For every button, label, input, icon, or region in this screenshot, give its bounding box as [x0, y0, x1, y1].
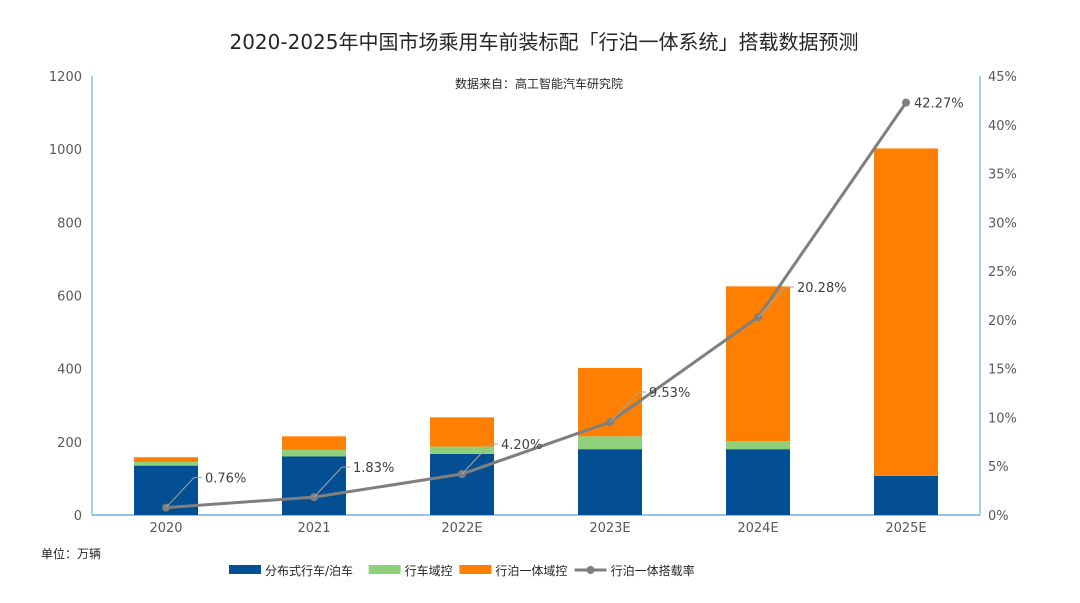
- bar-segment: [874, 475, 938, 515]
- legend-label: 行泊一体域控: [495, 564, 567, 578]
- legend-label: 行车域控: [405, 563, 453, 578]
- legend-label: 分布式行车/泊车: [265, 563, 353, 578]
- bar-segment: [282, 449, 346, 457]
- y-tick-label: 800: [57, 216, 82, 231]
- rate-data-label: 4.20%: [501, 438, 542, 453]
- legend-swatch: [459, 565, 492, 574]
- legend-swatch: [229, 565, 261, 574]
- chart-title: 2020-2025年中国市场乘用车前装标配「行泊一体系统」搭载数据预测: [229, 30, 858, 54]
- bar-segment: [430, 453, 494, 515]
- rate-line-path: [165, 101, 908, 510]
- x-tick-label: 2024E: [737, 521, 778, 536]
- y-tick-label: 600: [57, 290, 82, 305]
- y2-tick-label: 30%: [988, 216, 1017, 231]
- y2-tick-label: 25%: [988, 265, 1017, 280]
- data-labels: 0.76% 1.83% 4.20% 9.53% 20.28% 42.27%: [165, 97, 964, 508]
- rate-data-label: 42.27%: [914, 97, 964, 112]
- bar-segment: [134, 461, 198, 466]
- rate-data-label: 20.28%: [797, 281, 847, 296]
- rate-data-label: 1.83%: [353, 461, 394, 476]
- leader-line: [461, 443, 498, 475]
- y2-tick-label: 40%: [988, 119, 1017, 134]
- legend-swatch: [368, 565, 401, 574]
- x-tick-label: 2025E: [885, 521, 926, 536]
- bars: [134, 148, 938, 515]
- y-tick-label: 0: [74, 509, 82, 524]
- y2-tick-label: 10%: [988, 411, 1017, 426]
- x-tick-label: 2023E: [589, 521, 630, 536]
- rate-point: [902, 98, 910, 107]
- y2-tick-label: 35%: [988, 168, 1017, 183]
- y-tick-label: 1000: [49, 143, 82, 158]
- y2-tick-label: 0%: [988, 509, 1009, 524]
- y2-tick-label: 20%: [988, 314, 1017, 329]
- bar-segment: [578, 449, 642, 515]
- axes: 0 200 400 600 800 1000 1200 0% 5% 10% 15% 20% 25% 30%…: [49, 70, 1017, 536]
- bar-segment: [134, 457, 198, 462]
- x-tick-label: 2022E: [441, 521, 482, 536]
- y-tick-label: 1200: [49, 70, 82, 85]
- leader-line: [609, 391, 646, 423]
- leader-line: [165, 477, 202, 508]
- rate-data-label: 9.53%: [649, 386, 690, 401]
- bar-segment: [578, 367, 642, 437]
- bar-segment: [430, 446, 494, 454]
- bar-segment: [282, 456, 346, 515]
- chart-source: 数据来自：高工智能汽车研究院: [455, 76, 623, 91]
- bar-segment: [430, 417, 494, 447]
- x-tick-label: 2021: [297, 521, 330, 536]
- bar-segment: [726, 441, 790, 450]
- y2-tick-label: 15%: [988, 363, 1017, 378]
- legend-label: 行泊一体搭载率: [611, 563, 695, 578]
- bar-segment: [726, 286, 790, 442]
- legend: 分布式行车/泊车 行车域控 行泊一体域控 行泊一体搭载率: [229, 563, 695, 578]
- unit-label: 单位：万辆: [41, 546, 101, 561]
- bar-segment: [282, 436, 346, 450]
- leader-line: [757, 286, 794, 318]
- x-tick-label: 2020: [149, 521, 182, 536]
- y2-tick-label: 5%: [988, 460, 1009, 475]
- y2-tick-label: 45%: [988, 70, 1017, 85]
- rate-data-label: 0.76%: [205, 472, 246, 487]
- bar-segment: [726, 449, 790, 515]
- y-tick-label: 200: [57, 436, 82, 451]
- leader-line: [313, 466, 350, 498]
- legend-marker: [586, 566, 595, 574]
- bar-segment: [578, 436, 642, 450]
- y-tick-label: 400: [57, 363, 82, 378]
- bar-segment: [874, 148, 938, 476]
